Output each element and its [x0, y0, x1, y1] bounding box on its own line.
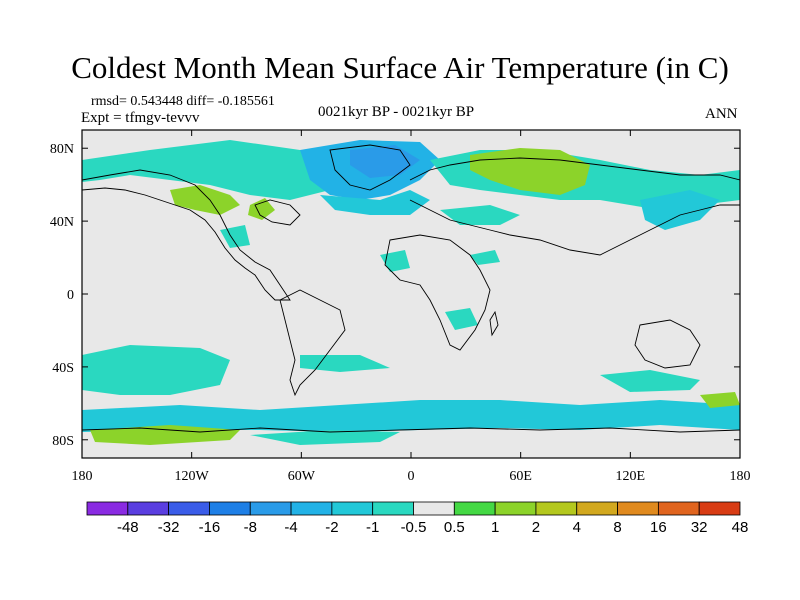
axis-ticks: 180 120W 60W 0 60E 120E 180 80N 40N 0 40S 80S: [50, 130, 751, 484]
colorbar-swatch: [86, 501, 129, 516]
south-pacific-patch: [600, 370, 700, 392]
colorbar-swatch: [331, 501, 374, 516]
colorbar-label: 48: [732, 519, 749, 536]
colorbar-label: -16: [199, 519, 221, 536]
colorbar-label: 1: [491, 519, 499, 536]
colorbar-label: 32: [691, 519, 708, 536]
arctic-canada-patch: [82, 140, 340, 200]
colorbar-swatch: [453, 501, 496, 516]
colorbar-swatch: [535, 501, 578, 516]
experiment-label: Expt = tfmgv-tevvv: [81, 110, 200, 126]
southern-ocean-patch: [82, 345, 230, 395]
colorbar-swatch: [657, 501, 700, 516]
africa-patch: [380, 250, 410, 272]
y-tick-label: 80S: [52, 434, 74, 449]
colorbar-swatch: [168, 501, 210, 516]
colorbar-label: -1: [366, 519, 379, 536]
stats-label: rmsd= 0.543448 diff= -0.185561: [91, 94, 275, 109]
colorbar-label: 4: [573, 519, 581, 536]
colorbar-swatch: [698, 501, 741, 516]
colorbar-label: 16: [650, 519, 667, 536]
colorbar-label: -2: [325, 519, 338, 536]
colorbar-label: -4: [284, 519, 297, 536]
colorbar-swatch: [127, 501, 170, 516]
colorbar-label: -48: [117, 519, 139, 536]
colorbar-swatch: [290, 501, 333, 516]
colorbar-swatch: [494, 501, 537, 516]
y-tick-label: 0: [67, 288, 74, 303]
hudson-patch: [248, 198, 275, 220]
antarctic-green-patch: [90, 425, 240, 445]
colorbar-swatch: [413, 501, 455, 516]
y-tick-label: 40N: [50, 215, 74, 230]
colorbar-label: 0.5: [444, 519, 465, 536]
colorbar-boxes: [86, 501, 741, 516]
x-tick-label: 120W: [175, 469, 210, 484]
y-tick-label: 80N: [50, 142, 74, 157]
colorbar-label: -0.5: [401, 519, 427, 536]
period-label: 0021kyr BP - 0021kyr BP: [318, 104, 475, 120]
colorbar-label: 8: [613, 519, 621, 536]
southern-ocean-east-patch: [300, 355, 390, 372]
x-tick-label: 60E: [509, 469, 532, 484]
mozambique-patch: [445, 308, 478, 330]
x-tick-label: 0: [408, 469, 415, 484]
colorbar-label: -32: [158, 519, 180, 536]
coastlines: [82, 144, 740, 433]
anomaly-field: [82, 140, 740, 445]
colorbar-swatch: [576, 501, 618, 516]
colorbar-label: 2: [532, 519, 540, 536]
southern-ocean-band-patch: [82, 400, 740, 432]
colorbar-swatch: [372, 501, 414, 516]
colorbar-label: -8: [244, 519, 257, 536]
x-tick-label: 180: [72, 469, 93, 484]
season-label: ANN: [705, 106, 738, 122]
central-asia-patch: [440, 205, 520, 225]
antarctic-interior-patch: [250, 430, 400, 445]
colorbar-swatch: [209, 501, 251, 516]
pacific-speck-patch: [470, 250, 500, 265]
colorbar-swatch: [617, 501, 659, 516]
x-tick-label: 60W: [288, 469, 316, 484]
colorbar-swatch: [249, 501, 292, 516]
east-asia-patch: [640, 190, 720, 230]
y-tick-label: 40S: [52, 361, 74, 376]
colorbar-labels: -48 -32 -16 -8 -4 -2 -1 -0.5 0.5 1 2 4 8 16 32 48: [117, 519, 748, 536]
southwest-pacific-green-patch: [700, 392, 740, 408]
canada-green-patch: [170, 185, 240, 215]
x-tick-label: 120E: [616, 469, 646, 484]
plot-title: Coldest Month Mean Surface Air Temperatu…: [71, 50, 729, 85]
x-tick-label: 180: [730, 469, 751, 484]
north-atlantic-patch: [320, 190, 430, 215]
